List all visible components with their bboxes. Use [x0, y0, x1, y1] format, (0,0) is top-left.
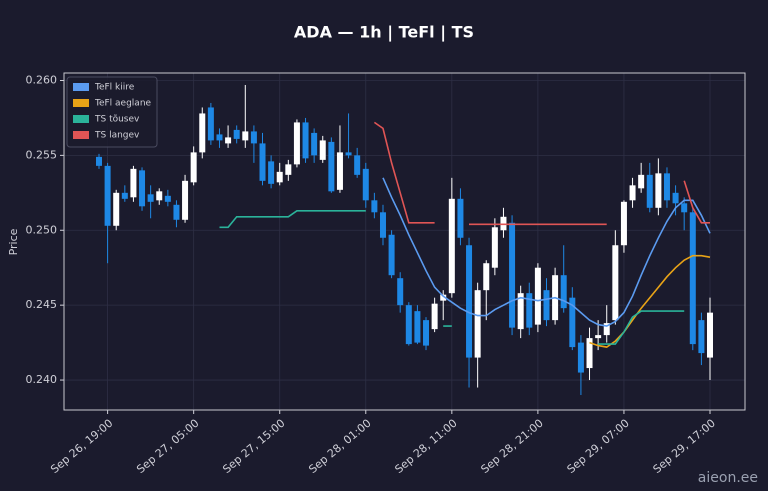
candle-body: [638, 174, 645, 189]
y-tick-label: 0.250: [26, 223, 58, 236]
candle-body: [543, 290, 550, 321]
candle-body: [534, 267, 541, 325]
candle-body: [466, 245, 473, 358]
candle-body: [139, 170, 146, 207]
candle-body: [595, 335, 602, 339]
overlay-line: [382, 177, 711, 327]
candle-body: [190, 152, 197, 183]
candle-body: [586, 338, 593, 369]
candle-body: [164, 195, 171, 202]
candle-body: [629, 185, 636, 201]
candle-body: [173, 204, 180, 220]
candle-body: [620, 201, 627, 246]
candle-body: [509, 222, 516, 328]
legend-label: TS tõusev: [94, 115, 140, 125]
legend-swatch: [73, 99, 89, 107]
candle-body: [655, 173, 662, 208]
legend-swatch: [73, 115, 89, 123]
legend-box: [66, 76, 158, 148]
candle-body: [526, 293, 533, 328]
y-tick-label: 0.240: [26, 373, 58, 386]
plot-frame: [63, 72, 746, 411]
candle-body: [199, 113, 206, 153]
candle-body: [362, 168, 369, 201]
candle-body: [293, 122, 300, 165]
candle-body: [431, 303, 438, 330]
chart-title: ADA — 1h | TeFl | TS: [294, 23, 474, 43]
candle-body: [113, 192, 120, 226]
candle-body: [388, 234, 395, 276]
legend-label: TeFl aeglane: [94, 99, 152, 109]
overlay-line: [589, 254, 711, 348]
legend: TeFl kiire TeFl aeglane TS tõusev TS langev: [66, 76, 158, 148]
legend-swatch: [73, 131, 89, 139]
candle-body: [698, 320, 705, 354]
candle-body: [414, 311, 421, 343]
candle-body: [276, 171, 283, 183]
candle-body: [371, 200, 378, 213]
candle-body: [104, 165, 111, 226]
y-tick-label: 0.255: [26, 148, 58, 161]
candle-body: [121, 192, 128, 199]
candle-body: [233, 129, 240, 139]
candle-body: [302, 122, 309, 159]
candle-body: [182, 180, 189, 220]
candle-body: [397, 278, 404, 306]
candle-body: [707, 312, 713, 358]
candle-body: [603, 323, 610, 336]
candle-body: [672, 192, 679, 204]
candle-body: [440, 294, 447, 301]
candle-body: [328, 141, 335, 192]
candle-body: [354, 155, 361, 175]
candle-body: [681, 203, 688, 213]
candle-body: [491, 227, 498, 268]
candle-body: [405, 305, 412, 345]
overlay-line: [219, 210, 685, 345]
candle-body: [207, 107, 214, 141]
legend-swatch: [73, 83, 89, 91]
candle-body: [474, 290, 481, 358]
candle-body: [379, 212, 386, 238]
legend-label: TeFl kiire: [94, 83, 135, 93]
candle-body: [285, 164, 292, 175]
candle-body: [646, 174, 653, 208]
watermark: aieon.ee: [698, 470, 758, 486]
candle-body: [216, 134, 223, 141]
candle-body: [336, 152, 343, 190]
candle-body: [156, 191, 163, 201]
candle-body: [250, 131, 257, 144]
candle-body: [577, 342, 584, 373]
candle-body: [560, 275, 567, 309]
candle-body: [345, 152, 352, 156]
candle-body: [423, 320, 430, 346]
candle-body: [569, 297, 576, 348]
candle-body: [259, 143, 266, 181]
y-tick-label: 0.260: [26, 73, 58, 86]
candle-body: [457, 198, 464, 238]
candle-body: [147, 194, 154, 202]
candle-body: [96, 156, 102, 166]
candle-body: [225, 137, 232, 144]
candle-body: [689, 212, 696, 345]
y-tick-label: 0.245: [26, 298, 58, 311]
candle-body: [517, 293, 524, 330]
candle-body: [242, 131, 249, 141]
candle-body: [483, 263, 490, 291]
candle-body: [448, 198, 455, 294]
candle-body: [612, 245, 619, 321]
overlay-line: [373, 121, 710, 226]
candle-body: [319, 140, 326, 160]
candle-body: [130, 168, 137, 198]
candle-body: [663, 173, 670, 201]
y-axis-label: Price: [7, 228, 20, 255]
candle-body: [311, 132, 318, 156]
candle-body: [268, 161, 275, 184]
legend-label: TS langev: [94, 131, 140, 141]
